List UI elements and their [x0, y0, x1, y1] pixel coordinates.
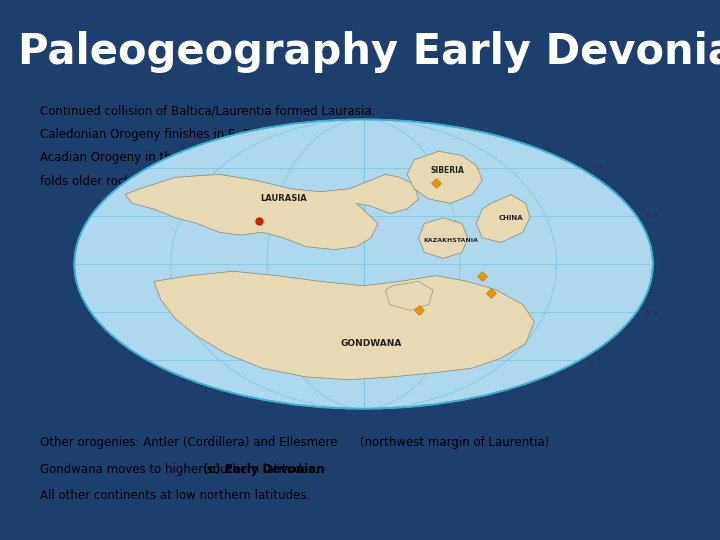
Polygon shape	[418, 218, 468, 258]
Text: 0°: 0°	[660, 261, 667, 267]
Text: Gondwana moves to higher southern latitudes.: Gondwana moves to higher southern latitu…	[40, 463, 323, 476]
Text: folds older rocks M. Dev.: folds older rocks M. Dev.	[40, 175, 185, 188]
Polygon shape	[154, 271, 534, 380]
Text: KAZAKHSTANIA: KAZAKHSTANIA	[423, 239, 478, 244]
Polygon shape	[385, 281, 433, 310]
Text: 60°S: 60°S	[587, 358, 601, 363]
Ellipse shape	[74, 119, 653, 409]
Text: CHINA: CHINA	[499, 215, 523, 221]
Text: LAURASIA: LAURASIA	[261, 194, 307, 204]
Text: 30°N: 30°N	[644, 213, 660, 218]
Polygon shape	[407, 151, 482, 203]
Text: (c) Early Devonian: (c) Early Devonian	[203, 463, 325, 476]
Text: GONDWANA: GONDWANA	[340, 339, 402, 348]
Polygon shape	[125, 174, 418, 249]
Text: Acadian Orogeny in the Appalachians: Acadian Orogeny in the Appalachians	[40, 151, 262, 164]
Text: 30°S: 30°S	[644, 310, 658, 315]
Text: Other orogenies: Antler (Cordillera) and Ellesmere      (northwest margin of Lau: Other orogenies: Antler (Cordillera) and…	[40, 436, 549, 449]
Polygon shape	[477, 194, 530, 242]
Text: SIBERIA: SIBERIA	[431, 166, 464, 174]
Text: All other continents at low northern latitudes.: All other continents at low northern lat…	[40, 489, 310, 502]
Text: 60°N: 60°N	[587, 165, 602, 170]
Text: Paleogeography Early Devonian: Paleogeography Early Devonian	[18, 31, 720, 73]
Text: Continued collision of Baltica/Laurentia formed Laurasia.: Continued collision of Baltica/Laurentia…	[40, 104, 376, 117]
Text: Caledonian Orogeny finishes in E. Dev: Caledonian Orogeny finishes in E. Dev	[40, 127, 266, 141]
